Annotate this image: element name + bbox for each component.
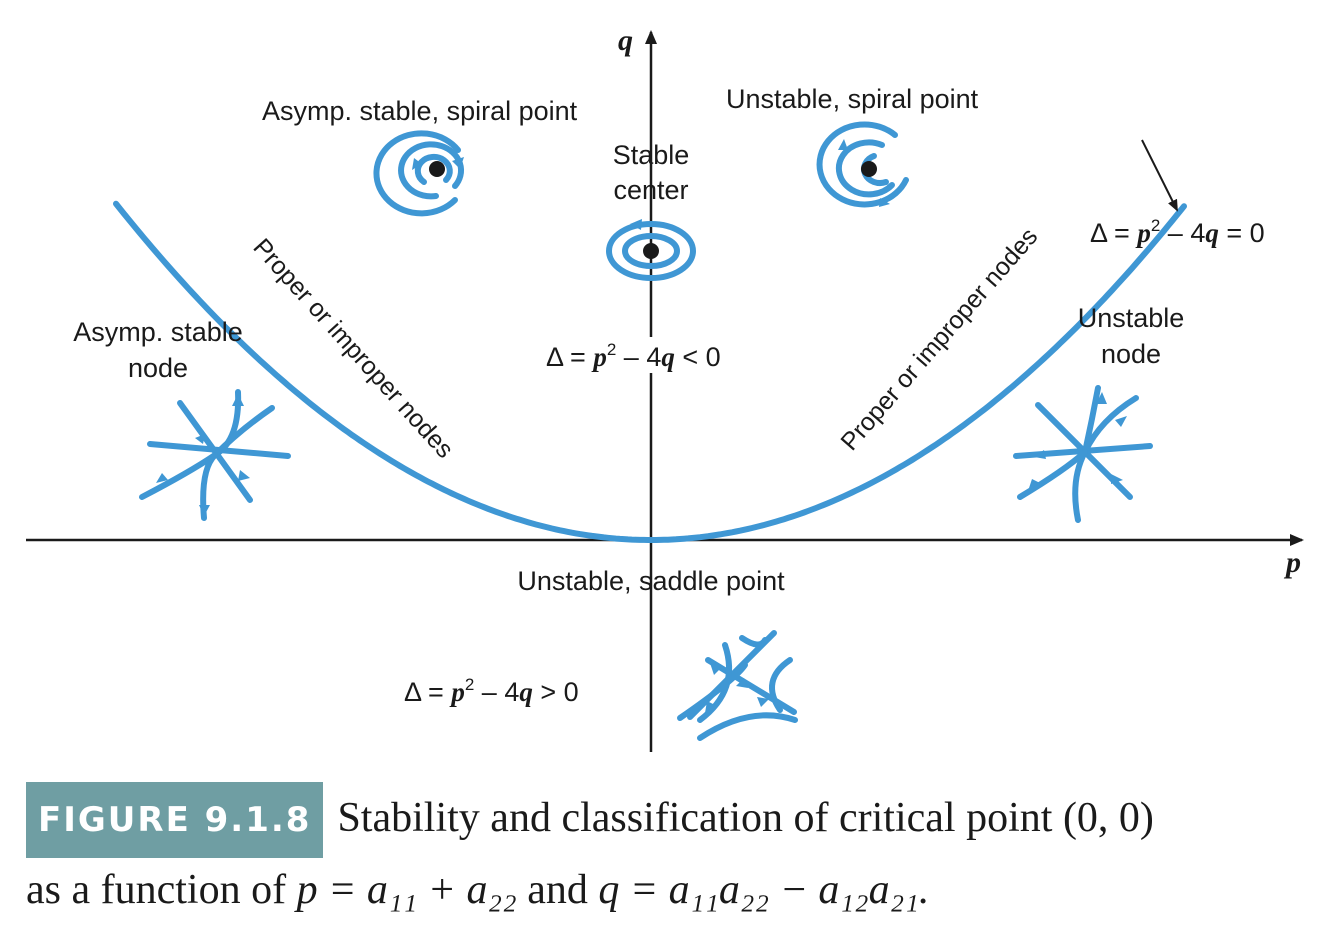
q-axis-label: q [618,24,633,57]
node-stable-label-line1: Asymp. stable [73,317,243,347]
node-unstable-label-line2: node [1101,339,1161,369]
right-curve-label: Proper or improper nodes [835,223,1043,456]
stable-spiral-icon [373,130,464,217]
equation-parabola: Δ = p2 – 4q = 0 [1090,216,1265,248]
saddle-icon [677,630,798,741]
equation-below: Δ = p2 – 4q > 0 [404,675,579,707]
center-label-line1: Stable [613,140,690,170]
p-axis-label: p [1283,546,1301,579]
stability-diagram: p q Proper or improper nodes Proper or i… [26,24,1304,752]
left-curve-label: Proper or improper nodes [248,233,459,463]
stable-node-icon [139,389,291,521]
saddle-label: Unstable, saddle point [517,566,785,596]
caption-text-2: as a function of [26,867,287,913]
figure-label: FIGURE 9.1.8 [26,782,324,858]
unstable-node-icon [1013,385,1153,523]
equation-inside: Δ = p2 – 4q < 0 [546,340,721,372]
equation-inside-bg [544,337,758,373]
caption-and: and [527,867,588,913]
spiral-unstable-label: Unstable, spiral point [726,84,979,114]
stable-center-icon [606,219,696,281]
figure-caption: FIGURE 9.1.8 Stability and classification… [26,782,1316,922]
caption-formula-p: p = a₁₁ + a₂₂ [296,867,517,913]
parabola-curve [113,200,1187,543]
caption-formula-q: q = a₁₁a₂₂ − a₁₂a₂₁. [598,867,930,913]
unstable-spiral-icon [816,121,909,208]
parabola-pointer-arrow [1141,139,1178,212]
center-label-line2: center [613,175,688,205]
caption-text-1: Stability and classification of critical… [337,795,1154,841]
node-stable-label-line2: node [128,353,188,383]
spiral-stable-label: Asymp. stable, spiral point [262,96,578,126]
node-unstable-label-line1: Unstable [1078,303,1185,333]
